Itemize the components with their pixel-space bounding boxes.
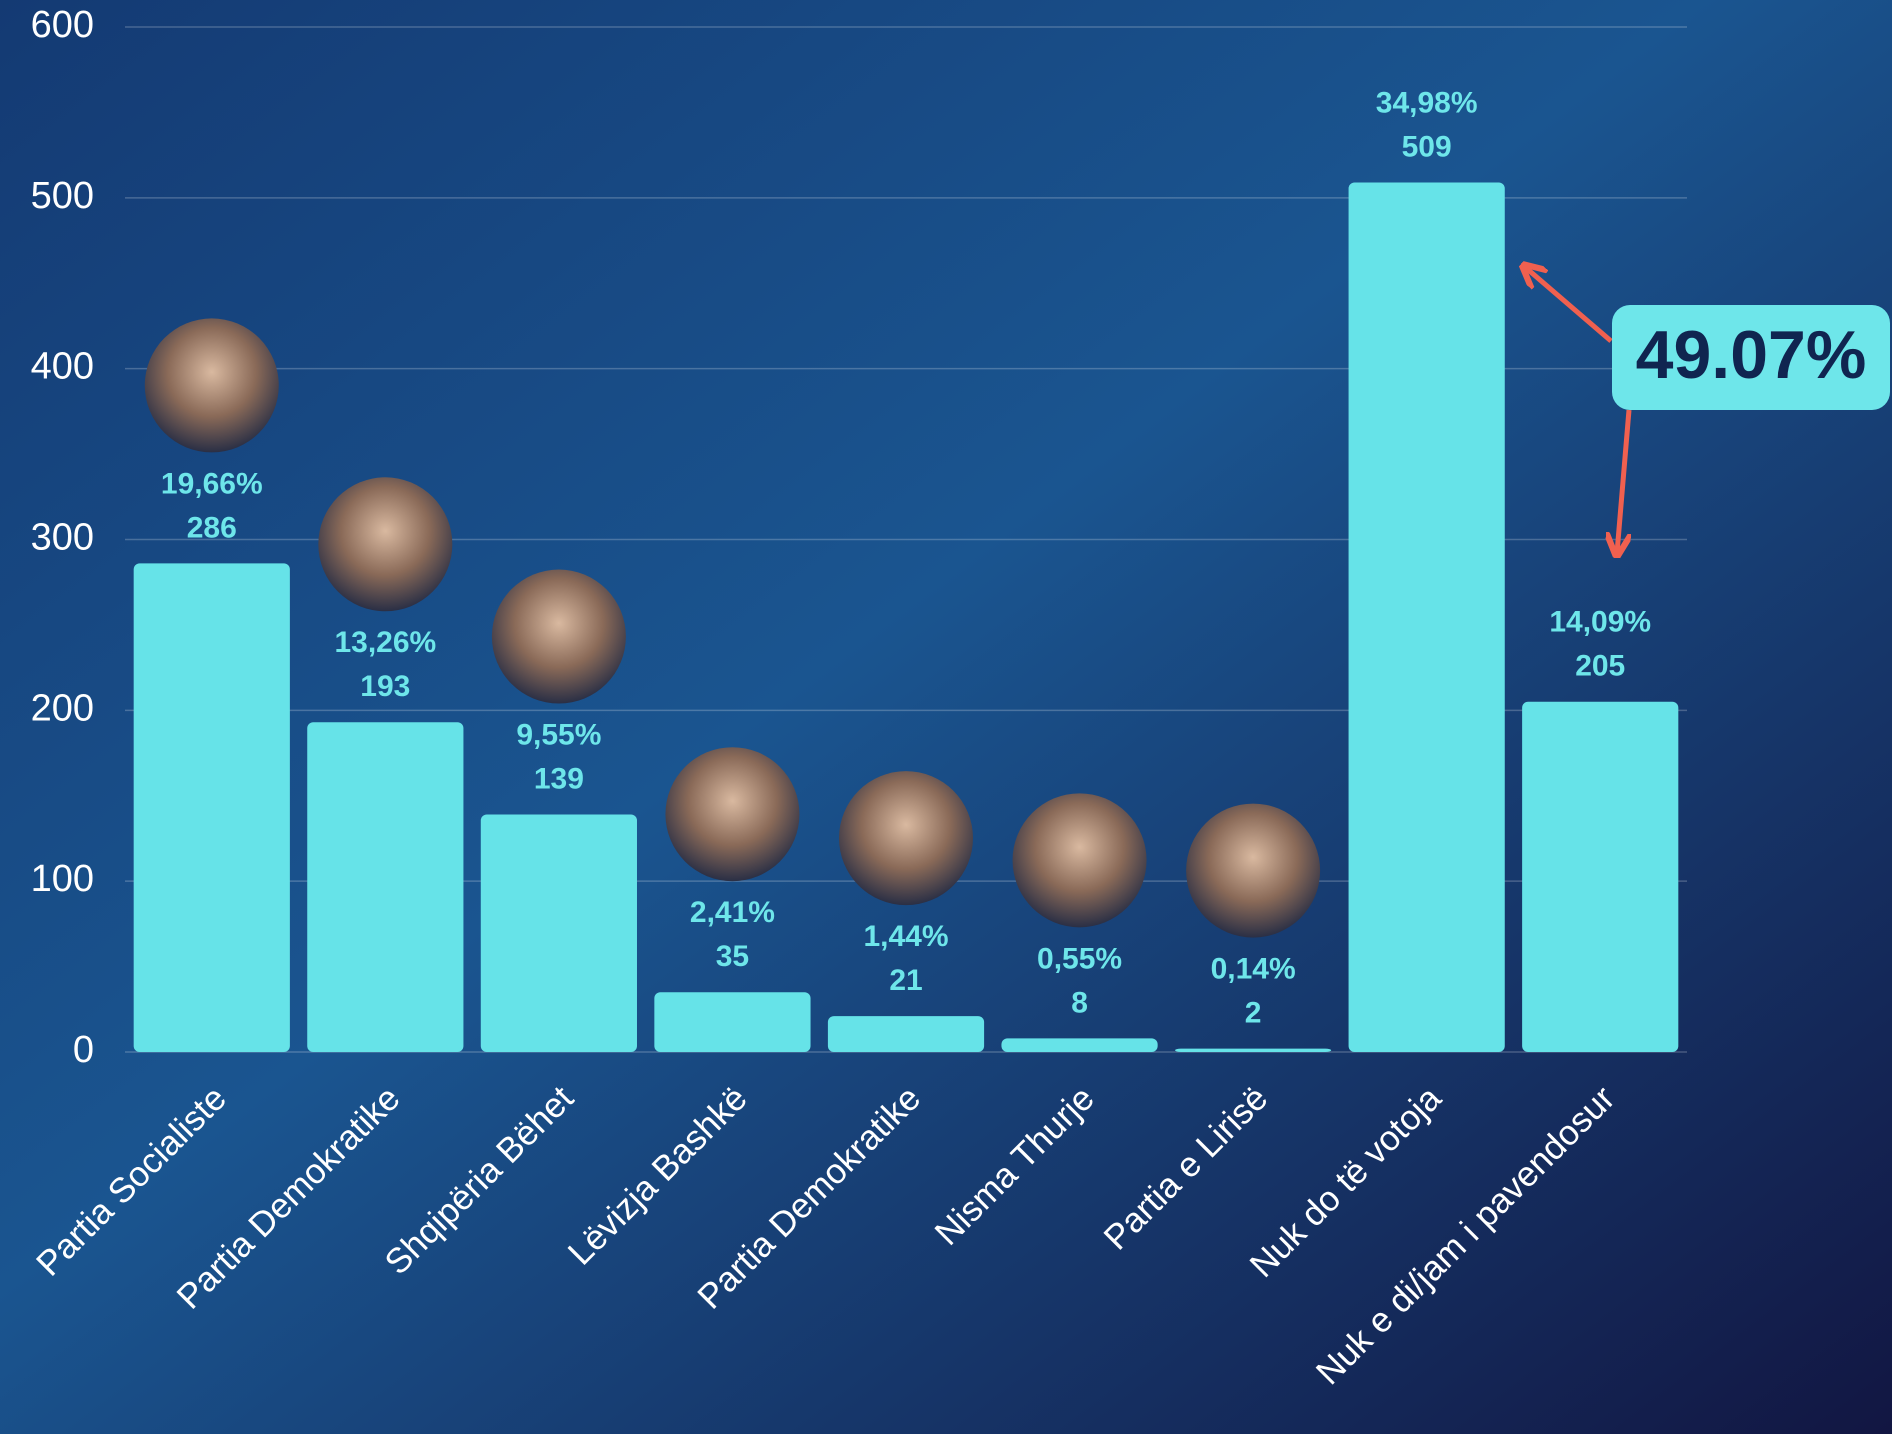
- bar: [654, 992, 811, 1052]
- value-label: 21: [889, 964, 922, 997]
- portrait: [1012, 793, 1147, 928]
- portrait: [665, 747, 800, 882]
- portrait: [491, 569, 626, 704]
- bar: [1001, 1038, 1158, 1052]
- bar: [133, 563, 290, 1052]
- y-tick-label: 100: [31, 858, 94, 900]
- bar: [827, 1016, 985, 1052]
- y-tick-label: 0: [73, 1029, 94, 1071]
- y-tick-label: 500: [31, 175, 94, 217]
- portrait: [1186, 803, 1321, 938]
- bar: [480, 814, 637, 1052]
- arrow: [1617, 409, 1632, 553]
- annotation-box: [1612, 305, 1890, 410]
- arrow: [1525, 267, 1613, 343]
- percent-label: 14,09%: [1549, 606, 1651, 639]
- bar: [1522, 701, 1679, 1052]
- value-label: 286: [187, 511, 237, 544]
- bars: [133, 182, 1679, 1053]
- value-label: 193: [360, 670, 410, 703]
- y-tick-label: 200: [31, 687, 94, 729]
- y-tick-label: 600: [31, 4, 94, 46]
- y-tick-label: 400: [31, 346, 94, 388]
- bar: [1175, 1048, 1332, 1052]
- percent-label: 1,44%: [863, 920, 948, 953]
- value-label: 8: [1071, 986, 1088, 1019]
- percent-label: 19,66%: [161, 467, 263, 500]
- percent-label: 13,26%: [334, 626, 436, 659]
- bar: [307, 722, 464, 1052]
- percent-label: 2,41%: [690, 896, 775, 929]
- portrait: [839, 771, 973, 906]
- value-label: 35: [716, 940, 749, 973]
- bar: [1348, 182, 1505, 1053]
- value-label: 2: [1245, 997, 1262, 1030]
- y-tick-label: 300: [31, 517, 94, 559]
- annotation: 49.07%: [1636, 317, 1867, 393]
- percent-label: 0,55%: [1037, 942, 1122, 975]
- portrait: [318, 477, 453, 612]
- percent-label: 34,98%: [1376, 86, 1478, 119]
- portrait: [144, 318, 279, 453]
- percent-label: 9,55%: [516, 718, 601, 751]
- percent-label: 0,14%: [1211, 953, 1296, 986]
- value-label: 139: [534, 762, 584, 795]
- value-label: 205: [1575, 650, 1625, 683]
- value-label: 509: [1402, 130, 1452, 163]
